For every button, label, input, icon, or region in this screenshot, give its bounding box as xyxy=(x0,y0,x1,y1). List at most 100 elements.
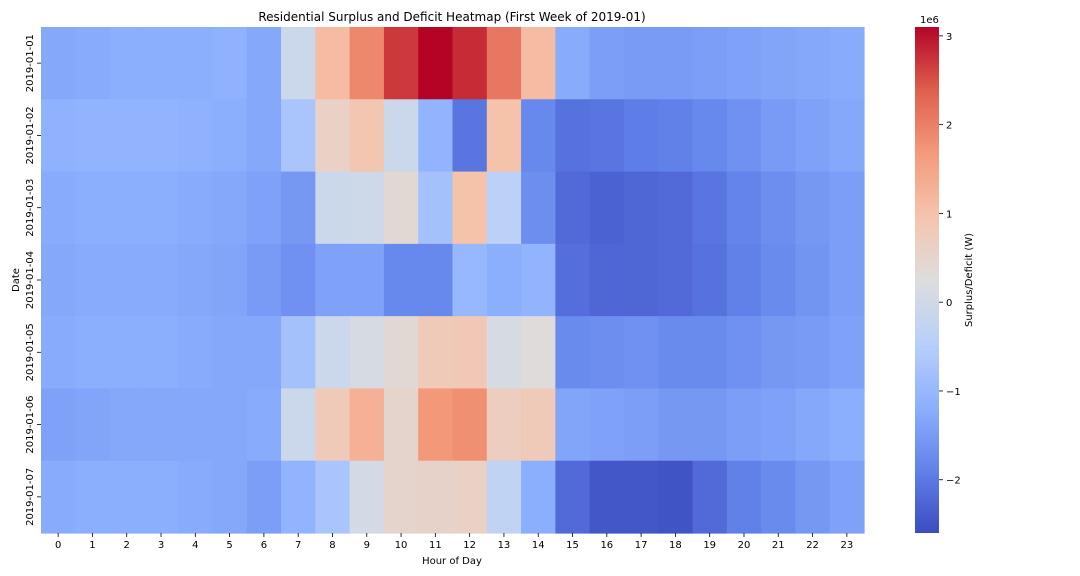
heatmap-cell xyxy=(246,243,282,317)
heatmap-cell xyxy=(555,99,591,173)
y-tick-label: 2019-01-07 xyxy=(25,468,36,526)
colorbar-tick-label: 1 xyxy=(946,209,952,220)
heatmap-cell xyxy=(143,27,179,100)
heatmap-cell xyxy=(281,388,316,462)
heatmap-cell xyxy=(589,243,625,317)
x-tick-label: 2 xyxy=(124,540,130,551)
y-tick-label: 2019-01-01 xyxy=(25,34,36,92)
x-tick-label: 21 xyxy=(772,540,785,551)
x-tick-label: 12 xyxy=(463,540,476,551)
heatmap-cell xyxy=(41,27,76,100)
x-tick-label: 3 xyxy=(158,540,164,551)
x-tick-label: 9 xyxy=(364,540,370,551)
heatmap-cell xyxy=(212,99,248,173)
colorbar-tick-label: −2 xyxy=(946,476,961,487)
y-tick-label: 2019-01-04 xyxy=(25,251,36,309)
heatmap-cell xyxy=(315,316,351,390)
x-tick-label: 23 xyxy=(840,540,853,551)
heatmap-cell xyxy=(41,316,76,390)
heatmap-cell xyxy=(349,99,385,173)
heatmap-cell xyxy=(109,316,145,390)
heatmap-cell xyxy=(178,243,214,317)
heatmap-cell xyxy=(383,388,419,462)
heatmap-cell xyxy=(623,27,659,100)
heatmap-cell xyxy=(623,460,659,534)
x-tick-label: 10 xyxy=(395,540,408,551)
heatmap-cell xyxy=(383,171,419,245)
heatmap-cell xyxy=(246,316,282,390)
colorbar-tick-label: −1 xyxy=(946,387,961,398)
heatmap-cell xyxy=(521,460,556,534)
heatmap-cell xyxy=(281,99,316,173)
heatmap-cells xyxy=(41,27,865,534)
heatmap-cell xyxy=(589,27,625,100)
heatmap-cell xyxy=(109,27,145,100)
heatmap-cell xyxy=(692,316,728,390)
heatmap-cell xyxy=(761,460,797,534)
heatmap-cell xyxy=(418,171,454,245)
heatmap-cell xyxy=(75,388,111,462)
heatmap-cell xyxy=(658,171,694,245)
heatmap-cell xyxy=(143,99,179,173)
heatmap-cell xyxy=(349,171,385,245)
x-tick-label: 14 xyxy=(532,540,545,551)
heatmap-cell xyxy=(795,99,831,173)
heatmap-cell xyxy=(589,171,625,245)
heatmap-cell xyxy=(692,99,728,173)
heatmap-cell xyxy=(726,171,762,245)
heatmap-cell xyxy=(246,99,282,173)
heatmap-cell xyxy=(761,316,797,390)
x-tick-label: 13 xyxy=(498,540,511,551)
heatmap-cell xyxy=(349,316,385,390)
heatmap-cell xyxy=(109,243,145,317)
heatmap-cell xyxy=(109,388,145,462)
heatmap-cell xyxy=(761,99,797,173)
colorbar: −2 −1 0 1 2 3 1e6 Surplus/Deficit (W) xyxy=(915,15,975,533)
heatmap-cell xyxy=(246,460,282,534)
heatmap-cell xyxy=(143,460,179,534)
heatmap-cell xyxy=(178,388,214,462)
heatmap-cell xyxy=(383,27,419,100)
heatmap-cell xyxy=(761,243,797,317)
heatmap-cell xyxy=(795,460,831,534)
heatmap-cell xyxy=(349,27,385,100)
heatmap-cell xyxy=(486,460,522,534)
heatmap-cell xyxy=(486,171,522,245)
heatmap-cell xyxy=(75,171,111,245)
heatmap-cell xyxy=(281,171,316,245)
heatmap-cell xyxy=(829,460,865,534)
heatmap-cell xyxy=(212,388,248,462)
heatmap-cell xyxy=(315,243,351,317)
heatmap-cell xyxy=(658,243,694,317)
heatmap-cell xyxy=(555,460,591,534)
x-tick-label: 16 xyxy=(600,540,613,551)
heatmap-cell xyxy=(486,99,522,173)
colorbar-ticks: −2 −1 0 1 2 3 xyxy=(939,32,961,487)
heatmap-cell xyxy=(726,99,762,173)
heatmap-cell xyxy=(623,243,659,317)
x-axis: 0 1 2 3 4 5 6 7 8 9 10 11 12 13 14 15 16 17 18 19 20 21 22 23 xyxy=(55,533,853,551)
heatmap-cell xyxy=(75,316,111,390)
heatmap-cell xyxy=(418,316,454,390)
heatmap-cell xyxy=(212,243,248,317)
heatmap-cell xyxy=(109,171,145,245)
heatmap-cell xyxy=(795,171,831,245)
heatmap-cell xyxy=(41,171,76,245)
heatmap-cell xyxy=(349,388,385,462)
heatmap-cell xyxy=(555,171,591,245)
heatmap-cell xyxy=(726,27,762,100)
heatmap-cell xyxy=(178,171,214,245)
heatmap-cell xyxy=(761,27,797,100)
heatmap-cell xyxy=(692,27,728,100)
heatmap-cell xyxy=(829,243,865,317)
heatmap-cell xyxy=(726,316,762,390)
heatmap-cell xyxy=(383,316,419,390)
heatmap-cell xyxy=(212,316,248,390)
heatmap-cell xyxy=(212,27,248,100)
heatmap-cell xyxy=(692,460,728,534)
heatmap-cell xyxy=(829,388,865,462)
heatmap-cell xyxy=(383,99,419,173)
heatmap-cell xyxy=(829,171,865,245)
heatmap-cell xyxy=(555,316,591,390)
